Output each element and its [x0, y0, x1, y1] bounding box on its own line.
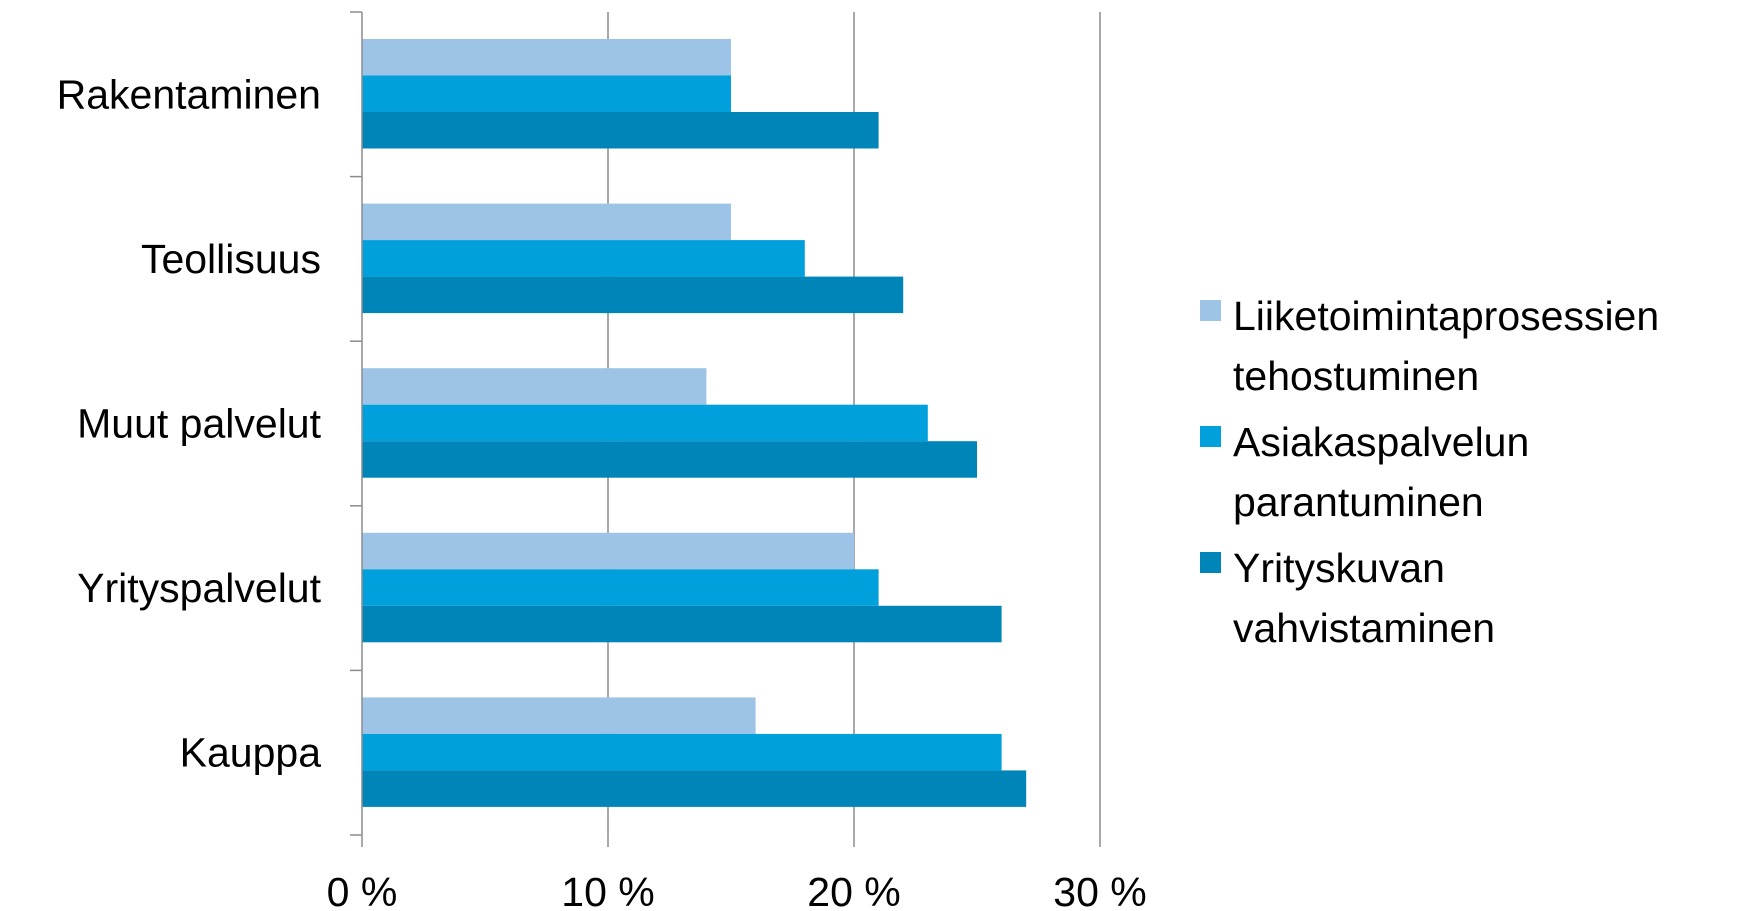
bar-0-1 [362, 75, 731, 112]
legend: Liiketoimintaprosessien tehostuminen Asia… [1200, 286, 1659, 664]
legend-label: Liiketoimintaprosessien tehostuminen [1233, 293, 1660, 399]
bar-1-2 [362, 276, 904, 314]
bar-3-1 [362, 569, 879, 606]
category-label: Teollisuus [141, 236, 321, 282]
bar-0-0 [362, 39, 731, 76]
legend-item: Liiketoimintaprosessien tehostuminen [1200, 286, 1659, 406]
bar-2-2 [362, 441, 977, 478]
legend-swatch [1200, 300, 1221, 321]
bar-0-2 [362, 112, 879, 149]
bar-4-2 [362, 770, 1027, 807]
axes [350, 11, 1101, 847]
bar-2-0 [362, 368, 707, 405]
x-tick-label: 10 % [561, 869, 654, 911]
bar-2-1 [362, 404, 928, 442]
x-tick-label: 20 % [807, 869, 900, 911]
bar-3-0 [362, 532, 854, 570]
x-tick-label: 30 % [1053, 869, 1146, 911]
legend-label: Asiakaspalvelun parantuminen [1233, 419, 1530, 525]
bar-1-0 [362, 203, 731, 241]
bar-3-2 [362, 605, 1002, 643]
legend-item: Yrityskuvan vahvistaminen [1200, 538, 1659, 658]
category-label: Kauppa [180, 730, 322, 776]
x-tick-label: 0 % [327, 869, 398, 911]
legend-swatch [1200, 426, 1221, 447]
legend-swatch [1200, 552, 1221, 573]
category-label: Rakentaminen [57, 71, 321, 117]
bar-4-0 [362, 697, 756, 734]
category-labels: Rakentaminen Teollisuus Muut palvelut Yrity… [57, 71, 322, 775]
category-label: Yrityspalvelut [77, 565, 321, 611]
bars [362, 39, 1027, 807]
bar-4-1 [362, 733, 1002, 771]
legend-label: Yrityskuvan vahvistaminen [1233, 545, 1496, 651]
category-label: Muut palvelut [77, 401, 321, 447]
x-tick-labels: 0 % 10 % 20 % 30 % [327, 869, 1147, 911]
bar-1-1 [362, 240, 805, 277]
legend-item: Asiakaspalvelun parantuminen [1200, 412, 1659, 532]
